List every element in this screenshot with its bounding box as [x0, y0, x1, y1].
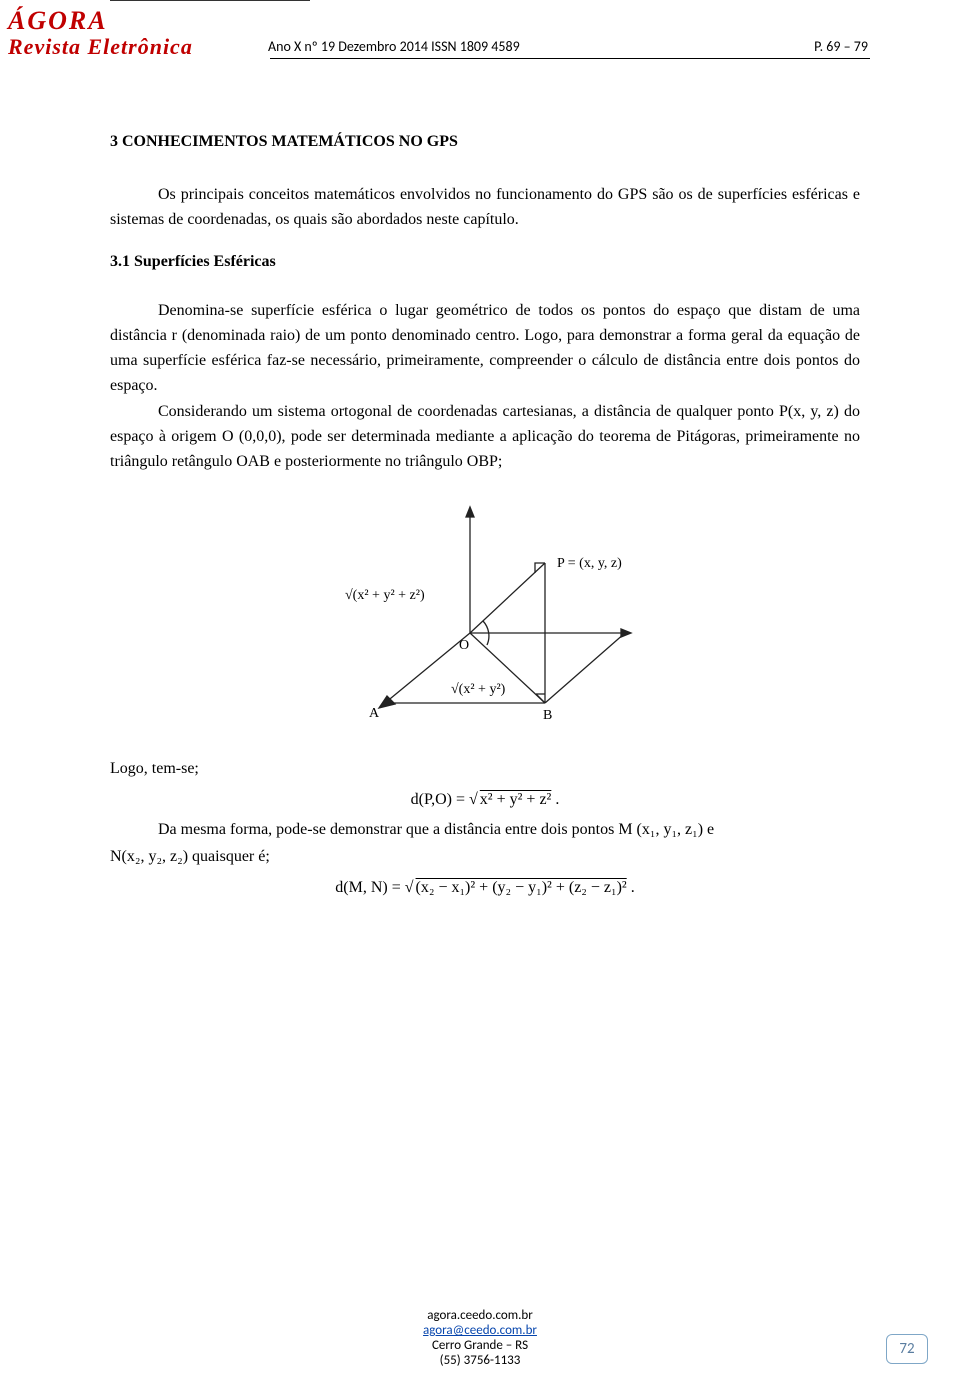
equation-dmn: d(M, N) = √(x₂ − x₁)² + (y₂ − y₁)² + (z₂… [110, 876, 860, 901]
eq-dmn-rhs: (x₂ − x₁)² + (y₂ − y₁)² + (z₂ − z₁)² [414, 879, 627, 896]
footer-url: agora.ceedo.com.br [0, 1308, 960, 1323]
point-p: P(x, y, z) [779, 403, 839, 420]
paragraph-5: Da mesma forma, pode-se demonstrar que a… [110, 818, 860, 843]
page-footer: agora.ceedo.com.br agora@ceedo.com.br Ce… [0, 1308, 960, 1368]
eq-dmn-tail: . [627, 879, 635, 896]
figure-label-p: P = (x, y, z) [557, 556, 622, 571]
figure-label-b: B [543, 708, 552, 723]
footer-phone: (55) 3756-1133 [0, 1353, 960, 1368]
eq-dpo-tail: . [551, 791, 559, 808]
distance-figure: O A B P = (x, y, z) √(x² + y² + z²) √(x²… [305, 503, 665, 733]
paragraph-1: Os principais conceitos matemáticos envo… [110, 183, 860, 233]
paragraph-5c: quaisquer é; [188, 848, 270, 865]
header-meta: Ano X nº 19 Dezembro 2014 ISSN 1809 4589… [268, 38, 868, 55]
point-n: N(x₂, y₂, z₂) [110, 848, 188, 865]
paragraph-4: Logo, tem-se; [110, 757, 860, 782]
equation-dpo: d(P,O) = √x² + y² + z² . [110, 788, 860, 813]
footer-city: Cerro Grande – RS [0, 1338, 960, 1353]
header-divider [270, 58, 870, 59]
figure-label-hyp: √(x² + y² + z²) [345, 588, 425, 603]
logo-title: ÁGORA [8, 6, 193, 36]
eq-dpo-rhs: x² + y² + z² [478, 791, 552, 808]
paragraph-3a: Considerando um sistema ortogonal de coo… [158, 403, 779, 420]
paragraph-5a: Da mesma forma, pode-se demonstrar que a… [158, 821, 618, 838]
paragraph-2: Denomina-se superfície esférica o lugar … [110, 299, 860, 398]
journal-logo: ÁGORA Revista Eletrônica [8, 6, 193, 60]
eq-dmn-lhs: d(M, N) = [335, 879, 404, 896]
article-content: 3 CONHECIMENTOS MATEMÁTICOS NO GPS Os pr… [110, 130, 860, 907]
footer-email-link[interactable]: agora@ceedo.com.br [423, 1323, 537, 1338]
page-range: P. 69 – 79 [814, 38, 868, 55]
logo-subtitle: Revista Eletrônica [8, 34, 193, 60]
issue-meta: Ano X nº 19 Dezembro 2014 ISSN 1809 4589 [268, 38, 520, 55]
eq-dpo-lhs: d(P,O) = [411, 791, 469, 808]
paragraph-3: Considerando um sistema ortogonal de coo… [110, 400, 860, 474]
point-m: M (x₁, y₁, z₁) [618, 821, 703, 838]
figure-label-a: A [369, 706, 380, 721]
figure-label-o: O [459, 638, 469, 653]
figure-label-base: √(x² + y²) [451, 682, 506, 697]
paragraph-5-line2: N(x₂, y₂, z₂) quaisquer é; [110, 845, 860, 870]
subsection-heading: 3.1 Superfícies Esféricas [110, 250, 860, 275]
page-number-badge: 72 [886, 1334, 928, 1364]
section-heading: 3 CONHECIMENTOS MATEMÁTICOS NO GPS [110, 130, 860, 155]
paragraph-5b: e [703, 821, 714, 838]
